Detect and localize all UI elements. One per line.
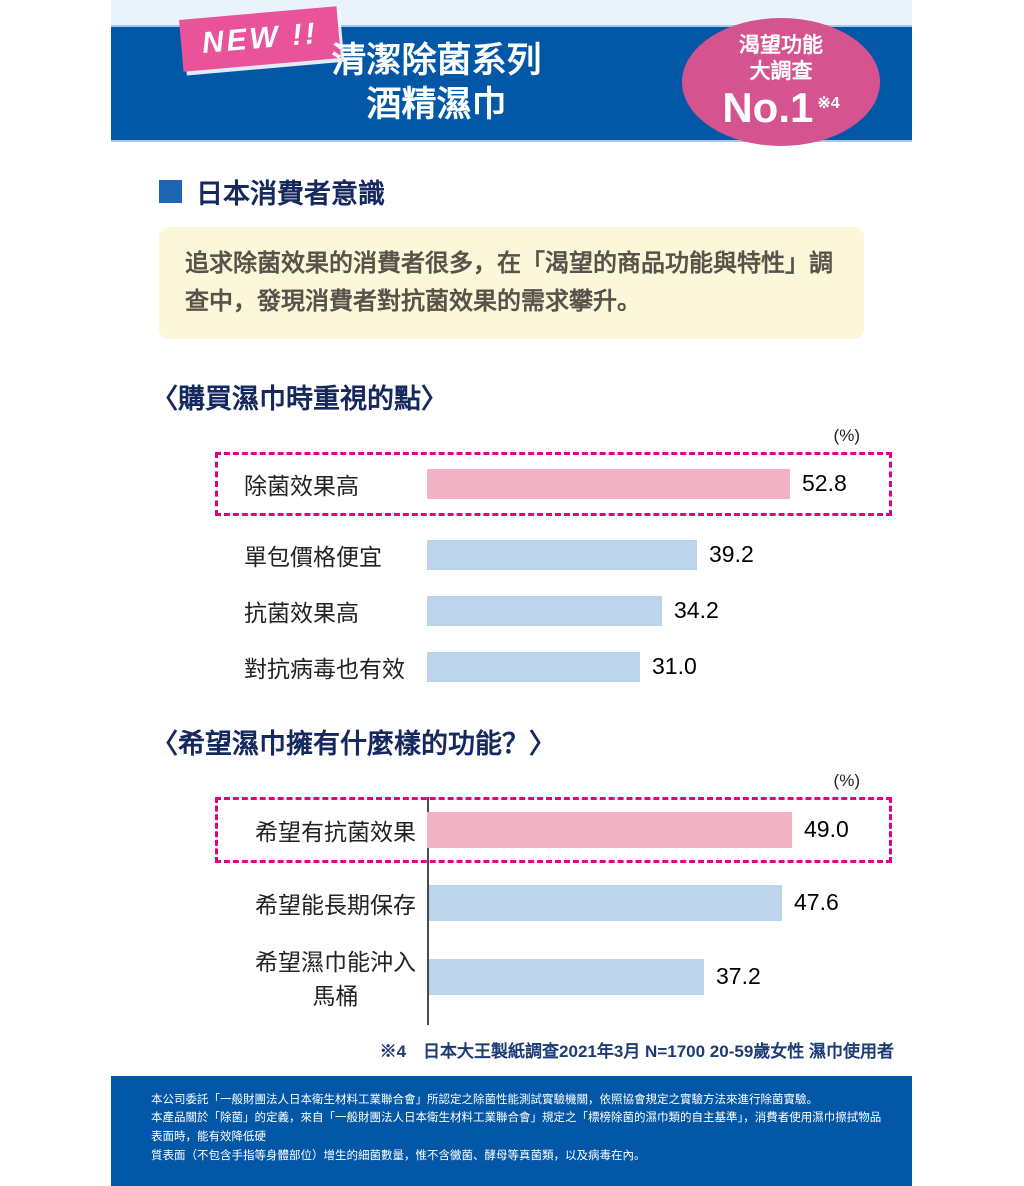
section-header: 日本消費者意識: [159, 172, 912, 211]
bar-value-label: 52.8: [802, 470, 847, 497]
bar: [427, 651, 640, 682]
chart-row: 希望濕巾能沖入馬桶 37.2: [111, 943, 912, 1011]
chart-title: 〈希望濕巾擁有什麼樣的功能？〉: [151, 728, 556, 759]
highlight-box: 追求除菌效果的消費者很多，在「渴望的商品功能與特性」調查中，發現消費者對抗菌效果…: [159, 227, 864, 339]
bar: [427, 884, 782, 921]
header-banner: NEW !! 清潔除菌系列 酒精濕巾 渴望功能 大調查 No.1 ※4: [111, 6, 912, 146]
bar-category-label: 希望有抗菌效果: [255, 818, 416, 845]
chart-row: 單包價格便宜 39.2: [111, 538, 912, 572]
chart-row: 除菌效果高 52.8: [218, 467, 889, 501]
bar-category-label: 抗菌效果高: [244, 599, 359, 626]
chart-row: 對抗病毒也有效 31.0: [111, 650, 912, 684]
bar-category-label: 單包價格便宜: [244, 543, 382, 570]
highlight-dashed-box: 希望有抗菌效果 49.0: [215, 796, 892, 863]
square-bullet-icon: [159, 180, 182, 203]
chart-title: 〈購買濕巾時重視的點〉: [151, 383, 448, 414]
no1-badge-line2: 大調查: [749, 60, 813, 84]
unit-label: (%): [833, 770, 860, 790]
highlight-dashed-box: 除菌效果高 52.8: [215, 451, 892, 516]
footer-line2: 本產品關於「除菌」的定義，來自「一般財團法人日本衛生材料工業聯合會」規定之「標榜…: [151, 1112, 882, 1144]
page-card: NEW !! 清潔除菌系列 酒精濕巾 渴望功能 大調查 No.1 ※4 日本消費者…: [111, 0, 912, 1186]
bar-category-label: 希望濕巾能沖入馬桶: [255, 948, 416, 1009]
chart-row: 抗菌效果高 34.2: [111, 594, 912, 628]
chart-body: 除菌效果高 52.8 單包價格便宜 39.2 抗菌效果高 34.2 對抗病毒也有效 31.0: [111, 451, 912, 684]
product-title: 清潔除菌系列 酒精濕巾: [111, 39, 762, 129]
chart-row: 希望有抗菌效果 49.0: [218, 811, 889, 848]
unit-label: (%): [833, 425, 860, 445]
bar: [427, 539, 697, 570]
product-title-line1: 清潔除菌系列: [331, 40, 542, 80]
bar-category-label: 希望能長期保存: [255, 891, 416, 918]
highlight-text: 追求除菌效果的消費者很多，在「渴望的商品功能與特性」調查中，發現消費者對抗菌效果…: [185, 250, 833, 315]
footer-line1: 本公司委託「一般財團法人日本衛生材料工業聯合會」所認定之除菌性能測試實驗機關，依…: [151, 1093, 818, 1106]
chart-desired-functions: 〈希望濕巾擁有什麼樣的功能？〉 (%) 希望有抗菌效果 49.0 希望能長期保存 47…: [111, 722, 912, 1025]
no1-survey-badge: 渴望功能 大調查 No.1 ※4: [682, 18, 880, 146]
bar: [427, 811, 792, 848]
survey-footnote: ※4 日本大王製紙調查2021年3月 N=1700 20-59歲女性 濕巾使用者: [379, 1041, 894, 1061]
product-title-line2: 酒精濕巾: [366, 85, 507, 125]
footer-disclaimer: 本公司委託「一般財團法人日本衛生材料工業聯合會」所認定之除菌性能測試實驗機關，依…: [111, 1075, 912, 1186]
chart-body: 希望有抗菌效果 49.0 希望能長期保存 47.6 希望濕巾能沖入馬桶 37.2: [111, 796, 912, 1025]
footnote-ref: ※4: [817, 94, 840, 112]
bar-category-label: 除菌效果高: [244, 472, 359, 499]
chart-purchase-priorities: 〈購買濕巾時重視的點〉 (%) 除菌效果高 52.8 單包價格便宜 39.2 抗菌效果高…: [111, 377, 912, 684]
bar-category-label: 對抗病毒也有效: [244, 655, 405, 682]
axis-line: [427, 796, 429, 1025]
bar: [427, 468, 790, 499]
bar-value-label: 31.0: [652, 653, 697, 680]
bar-value-label: 37.2: [716, 963, 761, 990]
bar-value-label: 47.6: [794, 889, 839, 916]
chart-row: 希望能長期保存 47.6: [111, 884, 912, 921]
bar: [427, 958, 704, 995]
no1-badge-rank: No.1 ※4: [722, 83, 840, 131]
footer-line3: 質表面（不包含手指等身體部位）增生的細菌數量，惟不含黴菌、酵母等真菌類，以及病毒…: [151, 1149, 646, 1162]
section-title: 日本消費者意識: [196, 179, 385, 209]
bar-value-label: 39.2: [709, 541, 754, 568]
no1-badge-line1: 渴望功能: [739, 34, 823, 57]
bar-value-label: 34.2: [674, 597, 719, 624]
bar-value-label: 49.0: [804, 816, 849, 843]
bar: [427, 595, 662, 626]
